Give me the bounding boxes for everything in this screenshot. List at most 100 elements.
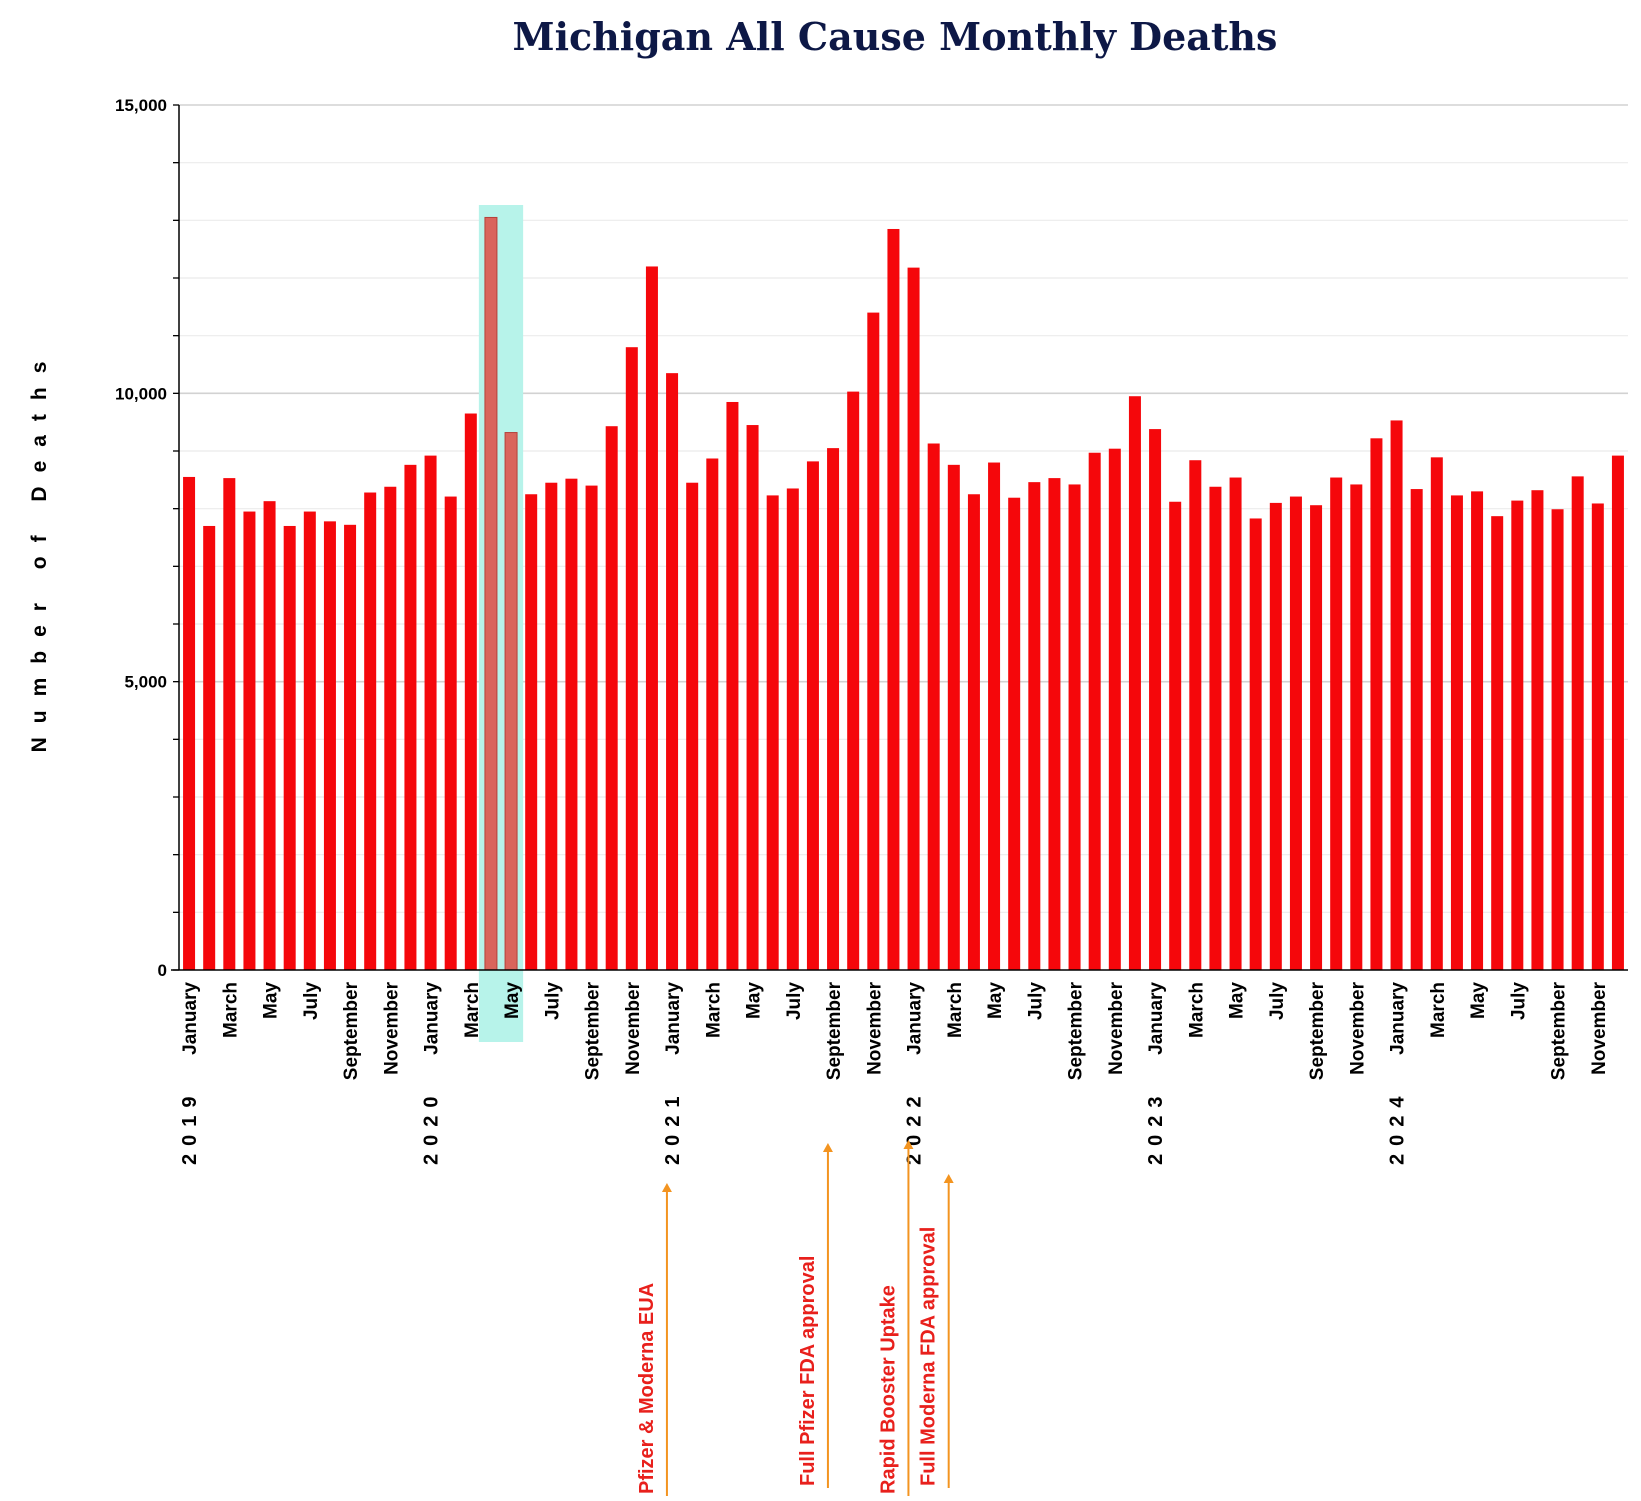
bar-2020-09 <box>585 485 598 970</box>
month-label: March <box>1186 982 1207 1038</box>
month-label: November <box>864 981 885 1075</box>
annotation-label: Full Moderna FDA approval <box>918 1227 940 1486</box>
month-label: March <box>462 982 483 1038</box>
bar-2022-05 <box>988 462 1001 970</box>
annotation-arrowhead <box>903 1140 914 1149</box>
annotation-label: Pfizer & Moderna EUA <box>636 1283 658 1494</box>
month-label: March <box>945 982 966 1038</box>
bar-2024-07 <box>1511 500 1524 970</box>
bar-2019-02 <box>203 525 216 970</box>
bar-2022-07 <box>1028 482 1041 970</box>
bar-2022-12 <box>1128 396 1141 970</box>
bar-2023-09 <box>1310 505 1323 970</box>
bar-2023-10 <box>1330 477 1343 970</box>
bar-2020-10 <box>605 426 618 970</box>
bar-2022-01 <box>907 267 920 970</box>
y-tick-label: 0 <box>158 961 167 980</box>
y-tick-label: 10,000 <box>115 384 167 403</box>
bar-2023-03 <box>1189 460 1202 970</box>
year-label: 2019 <box>179 1089 201 1166</box>
bar-2020-07 <box>545 482 558 970</box>
bar-2024-04 <box>1450 495 1463 970</box>
x-tick-labels: January March May July September November Janu… <box>179 981 1610 1165</box>
bar-2024-01 <box>1390 420 1403 971</box>
month-label: September <box>1307 981 1328 1080</box>
chart-title: Michigan All Cause Monthly Deaths <box>513 14 1278 59</box>
bar-2021-11 <box>867 312 880 971</box>
month-label: March <box>1428 982 1449 1038</box>
annotation-arrowhead <box>943 1174 954 1183</box>
bar-2022-09 <box>1068 484 1081 970</box>
bar-2019-06 <box>283 525 296 970</box>
y-tick-label: 15,000 <box>115 96 167 115</box>
bar-2023-11 <box>1350 484 1363 970</box>
bar-2023-07 <box>1269 502 1282 970</box>
month-label: May <box>1227 982 1248 1019</box>
bar-2020-05 <box>504 432 518 971</box>
bar-2023-06 <box>1249 518 1262 970</box>
bar-2024-11 <box>1591 503 1604 970</box>
bar-2021-01 <box>666 373 679 970</box>
bar-2024-12 <box>1611 455 1624 970</box>
month-label: May <box>744 982 765 1019</box>
month-label: July <box>1025 982 1046 1020</box>
bar-2023-04 <box>1209 486 1222 970</box>
bar-2022-08 <box>1048 478 1061 970</box>
month-label: March <box>703 982 724 1038</box>
month-label: March <box>220 982 241 1038</box>
month-label: January <box>1388 982 1409 1055</box>
bar-2024-03 <box>1430 457 1443 970</box>
month-label: September <box>1066 981 1087 1080</box>
bar-2020-11 <box>625 347 638 970</box>
year-label: 2022 <box>904 1089 926 1166</box>
month-label: November <box>1589 981 1610 1075</box>
bar-2022-11 <box>1108 448 1121 970</box>
year-label: 2023 <box>1145 1089 1167 1166</box>
bar-2021-07 <box>786 488 799 970</box>
bar-2019-12 <box>404 464 417 970</box>
month-label: November <box>1106 981 1127 1075</box>
bar-2021-02 <box>686 482 699 970</box>
bar-2021-10 <box>847 391 860 970</box>
month-label: November <box>1347 981 1368 1075</box>
bar-2024-02 <box>1410 489 1423 970</box>
bar-2019-08 <box>323 521 336 970</box>
month-label: July <box>542 982 563 1020</box>
y-tick-labels: 0 5,000 10,000 15,000 <box>115 96 167 980</box>
bar-2019-03 <box>223 478 236 970</box>
bar-2022-06 <box>1008 497 1021 970</box>
bar-2019-04 <box>243 511 256 970</box>
bar-2024-08 <box>1531 490 1544 970</box>
bar-2020-04 <box>484 216 498 971</box>
bar-2020-03 <box>464 413 477 970</box>
annotation-label: Full Pfizer FDA approval <box>797 1256 819 1486</box>
axes <box>171 104 1628 971</box>
bar-2020-01 <box>424 455 437 970</box>
bar-2021-04 <box>726 401 739 970</box>
month-label: September <box>583 981 604 1080</box>
bar-2024-05 <box>1471 491 1484 970</box>
month-label: November <box>623 981 644 1075</box>
bar-2021-08 <box>806 461 819 970</box>
bar-2020-08 <box>565 478 578 970</box>
bar-2024-10 <box>1571 476 1584 970</box>
bar-2019-11 <box>384 486 397 970</box>
year-label: 2021 <box>662 1089 684 1166</box>
month-label: July <box>1267 982 1288 1020</box>
bar-2020-02 <box>444 496 457 970</box>
gridlines <box>179 104 1628 913</box>
month-label: July <box>1508 982 1529 1020</box>
month-label: September <box>341 981 362 1080</box>
bar-2020-12 <box>645 266 658 970</box>
year-label: 2020 <box>421 1089 443 1166</box>
bar-2024-09 <box>1551 509 1564 970</box>
bars <box>183 216 1624 971</box>
month-label: January <box>180 982 201 1055</box>
month-label: September <box>824 981 845 1080</box>
month-label: September <box>1549 981 1570 1080</box>
bar-2024-06 <box>1491 516 1504 970</box>
month-label: July <box>784 982 805 1020</box>
bar-2019-10 <box>364 492 377 970</box>
bar-2023-02 <box>1169 501 1182 970</box>
